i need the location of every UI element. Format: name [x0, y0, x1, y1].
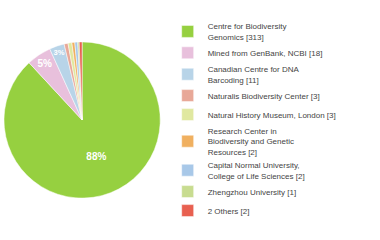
svg-text:Natural History Museum, London: Natural History Museum, London [3] — [208, 111, 336, 120]
svg-text:Mined from GenBank, NCBI [18]: Mined from GenBank, NCBI [18] — [208, 49, 323, 58]
svg-text:Canadian Centre for DNABarcodi: Canadian Centre for DNABarcoding [11] — [208, 65, 300, 84]
svg-text:2 Others [2]: 2 Others [2] — [208, 207, 250, 216]
svg-text:Capital Normal University,Coll: Capital Normal University,College of Lif… — [208, 161, 305, 180]
svg-text:3%: 3% — [54, 48, 65, 57]
svg-text:Zhengzhou University [1]: Zhengzhou University [1] — [208, 188, 297, 197]
svg-text:5%: 5% — [38, 58, 53, 69]
svg-text:Naturalis Biodiversity Center: Naturalis Biodiversity Center [3] — [208, 92, 320, 101]
svg-text:Centre for BiodiversityGenomic: Centre for BiodiversityGenomics [313] — [208, 22, 287, 41]
svg-text:Research Center inBiodiversity: Research Center inBiodiversity and Genet… — [208, 127, 294, 157]
svg-text:88%: 88% — [86, 151, 106, 162]
